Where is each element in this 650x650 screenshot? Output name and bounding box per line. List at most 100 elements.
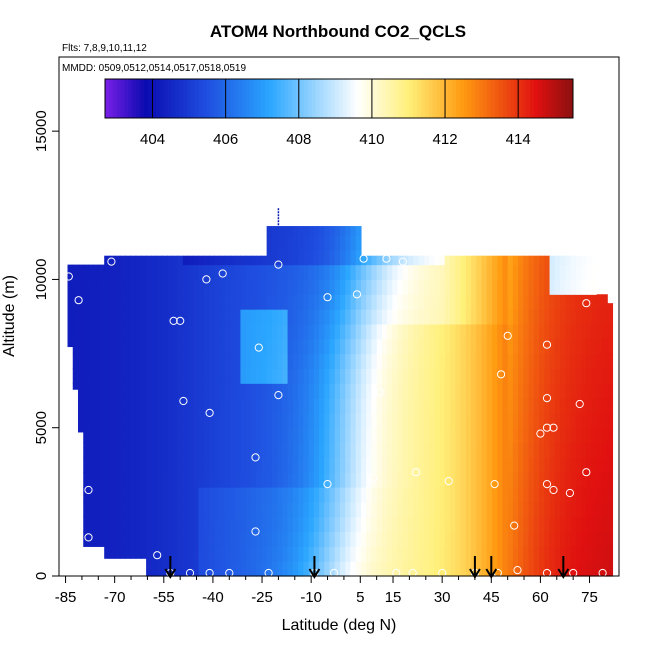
field-cell <box>418 427 425 444</box>
field-cell <box>235 353 242 369</box>
y-tick-label: 0 <box>33 572 50 580</box>
field-cell <box>308 226 315 236</box>
field-cell <box>481 501 488 518</box>
field-cell <box>549 427 556 444</box>
field-cell <box>539 383 545 399</box>
field-cell <box>607 427 614 444</box>
field-cell <box>512 398 519 414</box>
field-cell <box>161 383 168 399</box>
field-cell <box>444 398 451 414</box>
field-cell <box>507 353 514 369</box>
field-cell <box>465 398 472 414</box>
field-cell <box>434 561 441 577</box>
field-cell <box>523 338 530 355</box>
field-cell <box>460 368 467 384</box>
field-cell <box>214 412 221 429</box>
sample-point <box>598 568 607 578</box>
field-cell <box>319 561 325 577</box>
field-cell <box>240 338 247 355</box>
field-cell <box>277 234 283 251</box>
field-cell <box>460 516 467 533</box>
colorbar-swatch <box>159 79 164 118</box>
field-cell <box>229 546 236 562</box>
field-cell <box>465 427 472 444</box>
field-cell <box>287 309 294 325</box>
field-cell <box>198 383 205 399</box>
field-cell <box>282 234 289 251</box>
field-cell <box>575 531 582 547</box>
field-cell <box>188 398 194 414</box>
field-cell <box>77 323 84 340</box>
field-cell <box>208 561 215 577</box>
field-cell <box>355 561 362 577</box>
field-cell <box>575 442 582 458</box>
field-cell <box>355 531 362 547</box>
field-cell <box>402 323 409 340</box>
field-cell <box>533 457 540 473</box>
colorbar-swatch <box>167 79 172 118</box>
field-cell <box>476 487 483 503</box>
field-cell <box>188 487 194 503</box>
field-cell <box>560 546 566 562</box>
field-cell <box>130 338 137 355</box>
field-cell <box>554 516 561 533</box>
field-cell <box>455 487 462 503</box>
field-cell <box>88 338 95 355</box>
field-cell <box>423 442 430 458</box>
field-cell <box>355 487 362 503</box>
field-cell <box>256 323 262 340</box>
field-cell <box>533 561 540 577</box>
field-cell <box>313 472 320 488</box>
field-cell <box>397 309 404 325</box>
field-cell <box>198 323 205 340</box>
field-cell <box>135 294 142 310</box>
field-cell <box>287 398 294 414</box>
field-cell <box>198 353 205 369</box>
field-cell <box>533 353 540 369</box>
field-cell <box>88 368 95 384</box>
field-cell <box>219 353 226 369</box>
field-cell <box>140 442 147 458</box>
field-cell <box>277 249 283 266</box>
field-cell <box>167 531 173 547</box>
field-cell <box>261 353 268 369</box>
field-cell <box>308 383 315 399</box>
colorbar-swatch <box>569 79 574 118</box>
field-cell <box>460 309 467 325</box>
field-cell <box>298 383 304 399</box>
field-cell <box>245 309 252 325</box>
field-cell <box>114 383 121 399</box>
field-cell <box>607 472 614 488</box>
field-cell <box>93 338 100 355</box>
field-cell <box>455 398 462 414</box>
field-cell <box>114 338 121 355</box>
field-cell <box>250 501 257 518</box>
field-cell <box>345 368 352 384</box>
field-cell <box>581 516 587 533</box>
field-cell <box>104 501 111 518</box>
field-cell <box>182 338 189 355</box>
field-cell <box>523 427 530 444</box>
colorbar-swatch <box>108 79 114 118</box>
field-cell <box>104 427 111 444</box>
field-cell <box>345 249 352 266</box>
field-cell <box>371 442 378 458</box>
field-cell <box>292 501 299 518</box>
field-cell <box>381 516 388 533</box>
field-cell <box>298 338 304 355</box>
field-cell <box>570 368 577 384</box>
x-tick-label: -40 <box>202 589 224 606</box>
colorbar-swatch <box>339 79 344 118</box>
field-cell <box>470 279 477 295</box>
field-cell <box>151 279 158 295</box>
field-cell <box>397 516 404 533</box>
field-cell <box>408 412 414 429</box>
field-cell <box>324 368 331 384</box>
field-cell <box>565 412 572 429</box>
field-cell <box>581 487 587 503</box>
field-cell <box>334 234 341 251</box>
colorbar-swatch <box>448 79 453 118</box>
colorbar-swatch <box>378 79 383 118</box>
field-cell <box>565 457 572 473</box>
field-cell <box>465 255 472 266</box>
